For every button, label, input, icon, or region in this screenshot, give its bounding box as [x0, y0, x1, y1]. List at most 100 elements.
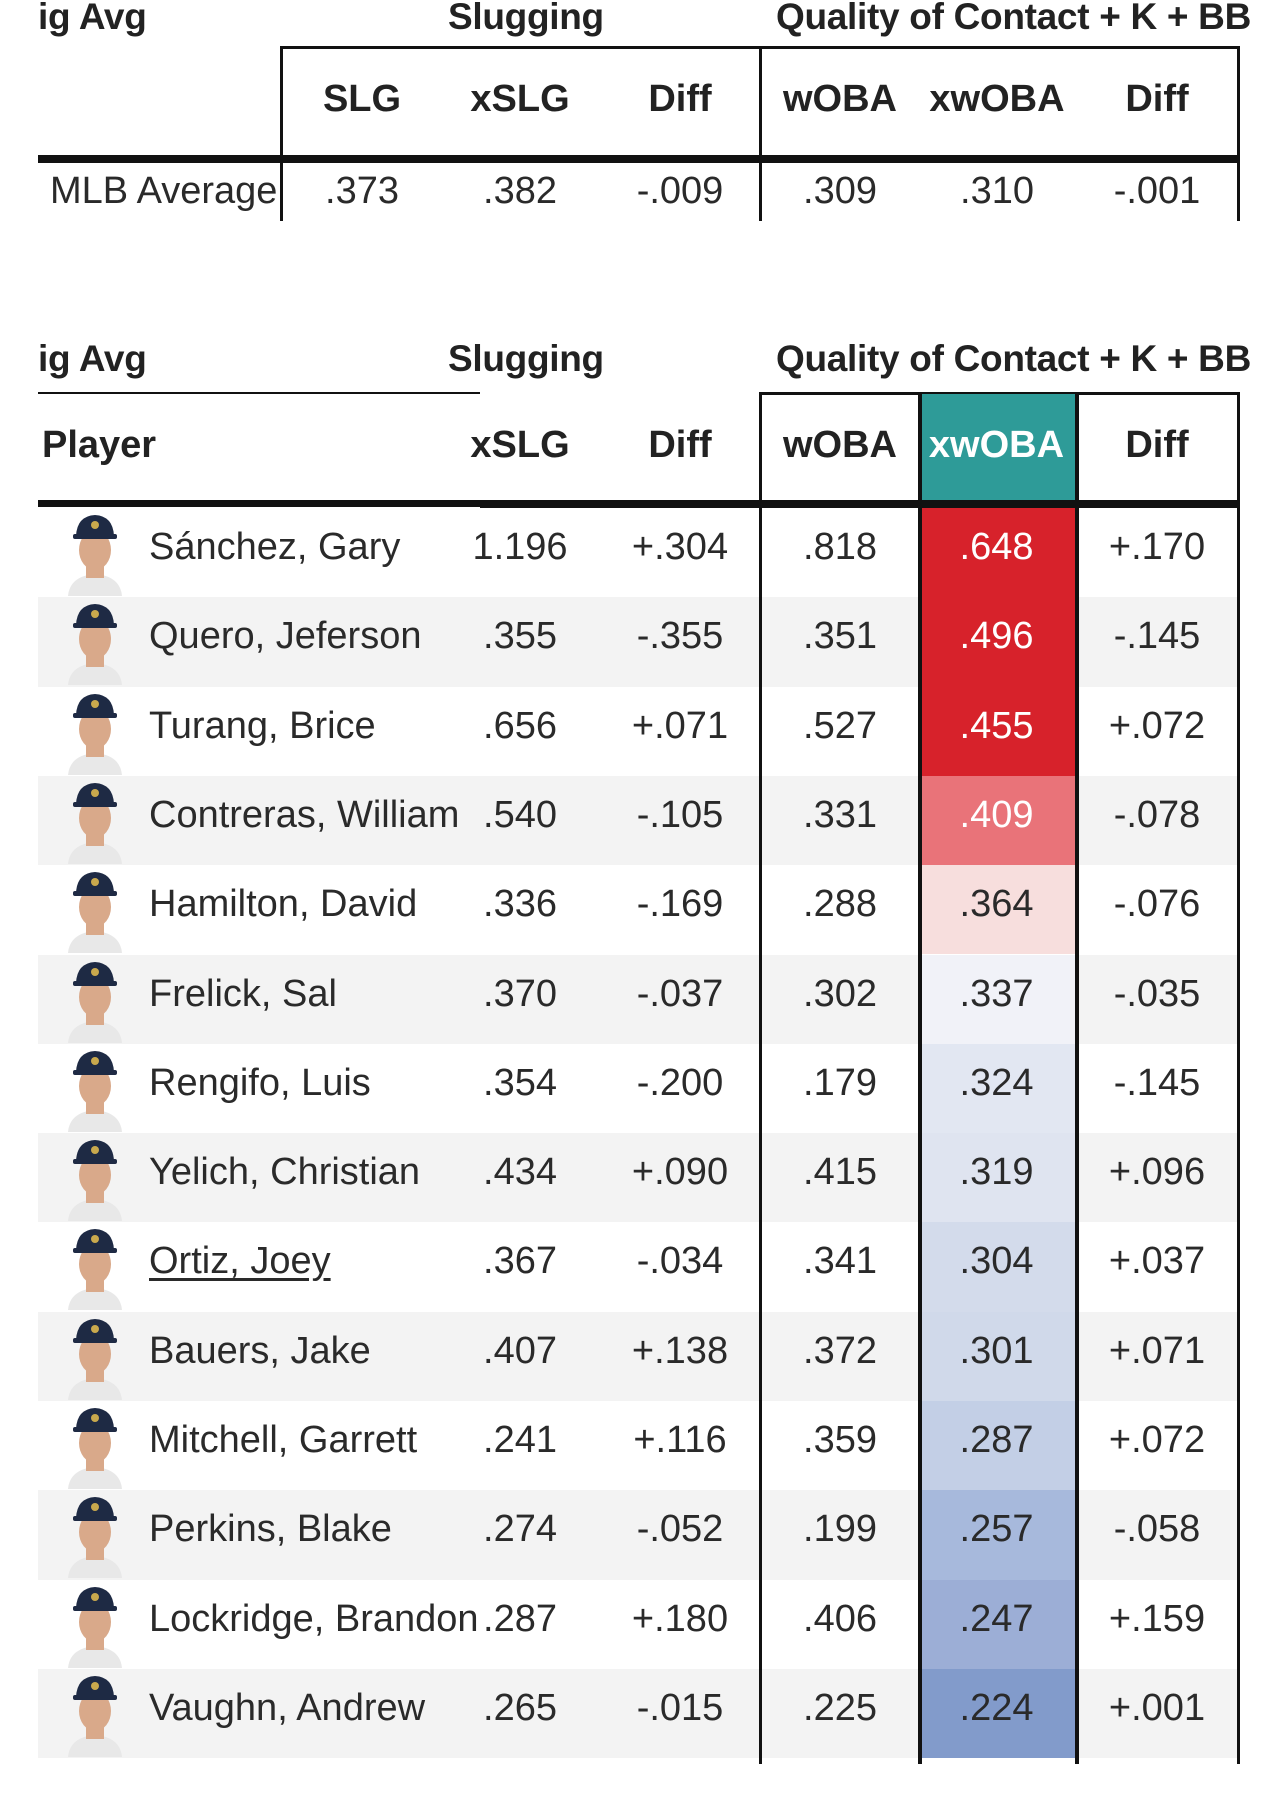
player-name: Yelich, Christian — [149, 1151, 421, 1194]
slg-diff-cell: -.037 — [636, 972, 724, 1015]
col-header-slg: SLG — [322, 78, 402, 120]
xslg-cell: .354 — [483, 1061, 557, 1104]
slg-diff-cell: -.169 — [636, 883, 724, 926]
group-header-quality: Quality of Contact + K + BB — [776, 0, 1252, 37]
player-name: Perkins, Blake — [149, 1508, 392, 1551]
player-header-rule-left — [38, 500, 480, 507]
woba-diff-cell: -.058 — [1113, 1508, 1201, 1551]
woba-diff-cell: +.072 — [1108, 704, 1206, 747]
col-header-xslg: xSLG — [470, 424, 570, 466]
col-header-woba: wOBA — [783, 424, 897, 466]
player-headshot-icon — [68, 1408, 122, 1489]
player-headshot-icon — [68, 604, 122, 686]
group-header-avg: ig Avg — [38, 338, 147, 379]
mlb-diff-2: -.001 — [1113, 170, 1201, 212]
woba-cell: .818 — [803, 526, 877, 568]
player-headshot-icon — [68, 1140, 122, 1222]
player-headshot-icon — [68, 1229, 122, 1311]
xwoba-cell: .455 — [959, 704, 1034, 747]
xslg-cell: .274 — [483, 1508, 557, 1551]
xwoba-cell: .496 — [959, 615, 1034, 658]
woba-diff-cell: -.145 — [1113, 1061, 1201, 1104]
player-headshot-icon — [68, 1586, 122, 1668]
vline-right-edge — [1237, 392, 1240, 1764]
slg-diff-cell: -.105 — [636, 793, 724, 836]
xwoba-heat-cell — [918, 775, 1075, 866]
woba-cell: .179 — [803, 1061, 877, 1104]
player-name: Vaughn, Andrew — [149, 1686, 426, 1729]
xslg-cell: .407 — [483, 1329, 557, 1372]
xwoba-cell: .337 — [959, 972, 1034, 1015]
mlb-diff: -.009 — [636, 170, 724, 212]
slg-diff-cell: -.200 — [636, 1061, 724, 1104]
xwoba-heat-cell — [918, 1668, 1075, 1759]
col-header-player: Player — [42, 424, 157, 466]
player-name-link[interactable]: Ortiz, Joey — [149, 1240, 331, 1283]
mlb-xwoba: .310 — [960, 170, 1034, 212]
xwoba-heat-cell — [918, 865, 1075, 955]
xslg-cell: .367 — [483, 1240, 557, 1283]
woba-cell: .302 — [803, 972, 877, 1015]
xwoba-heat-cell — [918, 1043, 1075, 1134]
player-headshot-icon — [68, 961, 122, 1043]
player-headshot-icon — [68, 872, 122, 954]
xwoba-cell: .301 — [959, 1329, 1034, 1372]
xwoba-cell: .648 — [959, 526, 1034, 568]
woba-diff-cell: +.096 — [1108, 1151, 1206, 1194]
woba-diff-cell: +.071 — [1108, 1329, 1206, 1372]
xwoba-heat-cell — [918, 1579, 1075, 1669]
player-header-rule-right — [480, 500, 1240, 508]
xwoba-cell: .287 — [959, 1419, 1034, 1461]
woba-diff-cell: +.037 — [1108, 1240, 1206, 1283]
woba-cell: .359 — [803, 1419, 877, 1461]
woba-diff-cell: +.001 — [1108, 1686, 1206, 1729]
player-name: Quero, Jeferson — [149, 615, 422, 658]
mlb-average-label: MLB Average — [50, 170, 278, 212]
top-header-rule — [38, 155, 1240, 163]
slg-diff-cell: +.180 — [631, 1597, 729, 1640]
xwoba-cell: .319 — [959, 1151, 1034, 1194]
woba-diff-cell: -.145 — [1113, 615, 1201, 658]
woba-diff-cell: +.159 — [1108, 1597, 1206, 1640]
player-name: Sánchez, Gary — [149, 526, 401, 568]
xwoba-cell: .409 — [959, 793, 1034, 836]
woba-cell: .406 — [803, 1597, 877, 1640]
player-headshot-icon — [68, 1675, 122, 1757]
xwoba-cell: .257 — [959, 1508, 1034, 1551]
xslg-cell: .540 — [483, 793, 557, 836]
woba-diff-cell: -.078 — [1113, 793, 1201, 836]
col-header-diff: Diff — [648, 424, 712, 466]
player-name: Turang, Brice — [149, 704, 376, 747]
woba-cell: .415 — [803, 1151, 877, 1194]
col-header-diff-2: Diff — [1125, 424, 1189, 466]
xslg-cell: .287 — [483, 1597, 557, 1640]
player-name: Rengifo, Luis — [149, 1061, 371, 1104]
player-name: Frelick, Sal — [149, 972, 337, 1015]
xwoba-heat-cell — [918, 1401, 1075, 1491]
slg-diff-cell: +.071 — [631, 704, 729, 747]
top-vline-left — [280, 46, 283, 221]
top-vline-mid — [759, 46, 762, 221]
xwoba-heat-cell — [918, 1222, 1075, 1312]
woba-cell: .341 — [803, 1240, 877, 1283]
col-header-diff-2: Diff — [1125, 78, 1189, 120]
player-name: Contreras, William — [149, 793, 460, 836]
xslg-cell: .336 — [483, 883, 557, 926]
group-header-quality: Quality of Contact + K + BB — [776, 338, 1252, 379]
xwoba-heat-cell — [918, 597, 1075, 687]
xslg-cell: .241 — [483, 1419, 557, 1461]
xwoba-heat-cell — [918, 954, 1075, 1044]
xwoba-heat-cell — [918, 1490, 1075, 1580]
slg-diff-cell: -.015 — [636, 1686, 724, 1729]
player-name: Mitchell, Garrett — [149, 1419, 418, 1461]
woba-cell: .527 — [803, 704, 877, 747]
slg-diff-cell: +.138 — [631, 1329, 729, 1372]
vline-woba — [759, 392, 762, 1764]
xslg-cell: .265 — [483, 1686, 557, 1729]
slg-diff-cell: -.034 — [636, 1240, 724, 1283]
player-headshot-icon — [68, 1050, 122, 1132]
player-headshot-icon — [68, 515, 122, 596]
slg-diff-cell: -.052 — [636, 1508, 724, 1551]
mlb-woba: .309 — [803, 170, 877, 212]
player-headshot-icon — [68, 1497, 122, 1579]
